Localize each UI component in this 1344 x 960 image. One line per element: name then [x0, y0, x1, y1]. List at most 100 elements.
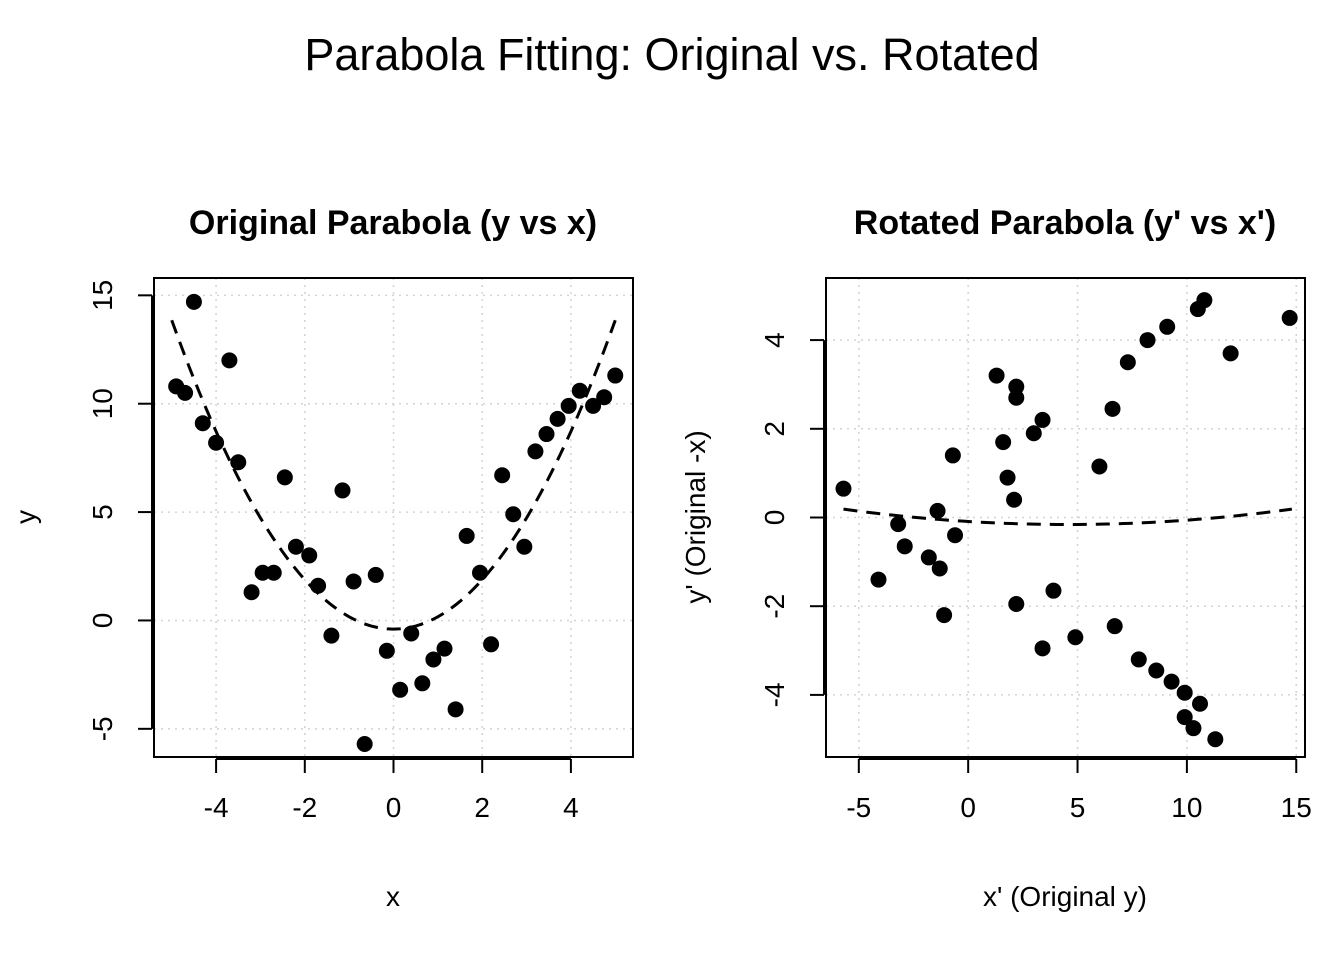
left-data-point-28 — [483, 636, 500, 653]
left-data-point-1 — [177, 384, 194, 401]
right-data-point-15 — [1091, 458, 1108, 475]
right-y-tick-label-0: -4 — [759, 682, 790, 707]
right-data-point-7 — [988, 367, 1005, 384]
left-data-point-2 — [185, 293, 202, 310]
right-data-point-13 — [995, 434, 1012, 451]
right-data-point-25 — [870, 571, 887, 588]
right-data-point-9 — [1008, 389, 1025, 406]
right-data-point-4 — [1139, 332, 1156, 349]
left-data-point-17 — [356, 735, 373, 752]
left-data-point-15 — [334, 482, 351, 499]
left-data-point-34 — [549, 410, 566, 427]
right-data-point-34 — [1163, 673, 1180, 690]
left-x-axis-label: x — [386, 881, 400, 912]
left-data-point-33 — [538, 426, 555, 443]
right-data-point-14 — [944, 447, 961, 464]
left-data-point-16 — [345, 573, 362, 590]
left-axes: -4 -2 0 2 4 -5 0 5 10 15 — [87, 280, 579, 823]
left-panel-title: Original Parabola (y vs x) — [189, 204, 597, 242]
left-y-tick-label-2: 5 — [87, 504, 118, 520]
right-data-point-20 — [890, 516, 907, 533]
right-data-point-37 — [1176, 709, 1193, 726]
left-data-point-13 — [310, 577, 327, 594]
right-y-tick-label-1: -2 — [759, 594, 790, 619]
right-data-point-17 — [835, 480, 852, 497]
left-data-point-30 — [505, 506, 522, 523]
left-data-point-9 — [265, 564, 282, 581]
right-axes: -5 0 5 10 15 -4 -2 0 2 4 — [759, 332, 1312, 823]
left-plot-frame — [153, 277, 634, 758]
right-data-point-27 — [1008, 595, 1025, 612]
left-scatter-panel: Original Parabola (y vs x) x y -4 -2 0 2 4 -5… — [10, 204, 634, 912]
left-data-point-24 — [436, 640, 453, 657]
left-x-tick-label-4: 4 — [563, 792, 579, 823]
right-data-point-10 — [1104, 400, 1121, 417]
right-data-point-32 — [1130, 651, 1147, 668]
left-data-point-3 — [194, 415, 211, 432]
right-data-point-6 — [1119, 354, 1136, 371]
right-data-point-1 — [1189, 301, 1206, 318]
left-data-point-14 — [323, 627, 340, 644]
left-data-point-11 — [287, 538, 304, 555]
right-x-tick-label-2: 5 — [1070, 792, 1086, 823]
right-data-point-16 — [999, 469, 1016, 486]
left-data-point-38 — [596, 389, 613, 406]
right-data-point-29 — [1106, 618, 1123, 635]
right-y-tick-label-3: 2 — [759, 421, 790, 437]
right-data-point-5 — [1222, 345, 1239, 362]
right-data-point-26 — [1045, 582, 1062, 599]
right-plot-frame — [825, 277, 1306, 758]
right-data-point-18 — [1006, 491, 1023, 508]
left-data-point-32 — [527, 443, 544, 460]
left-data-point-20 — [392, 681, 409, 698]
right-fit-curve-group — [843, 507, 1293, 527]
right-x-tick-label-0: -5 — [846, 792, 871, 823]
left-x-tick-label-0: -4 — [204, 792, 229, 823]
left-data-point-35 — [560, 397, 577, 414]
left-x-tick-label-3: 2 — [474, 792, 490, 823]
right-y-tick-label-2: 0 — [759, 510, 790, 526]
left-data-point-12 — [301, 547, 318, 564]
left-data-point-26 — [458, 527, 475, 544]
left-data-point-23 — [425, 651, 442, 668]
left-x-tick-label-2: 0 — [386, 792, 402, 823]
figure-title: Parabola Fitting: Original vs. Rotated — [304, 29, 1039, 80]
right-points-group — [835, 292, 1298, 748]
right-y-tick-label-4: 4 — [759, 332, 790, 348]
right-data-point-33 — [1148, 662, 1165, 679]
right-fitted-parabola-curve — [843, 507, 1293, 527]
left-data-point-5 — [221, 352, 238, 369]
right-grid — [826, 278, 1305, 757]
right-x-tick-label-3: 10 — [1171, 792, 1202, 823]
left-data-point-10 — [276, 469, 293, 486]
right-x-tick-label-1: 0 — [960, 792, 976, 823]
left-data-point-37 — [585, 397, 602, 414]
right-scatter-panel: Rotated Parabola (y' vs x') x' (Original… — [680, 204, 1312, 912]
left-data-point-19 — [378, 642, 395, 659]
left-x-tick-label-1: -2 — [292, 792, 317, 823]
right-y-axis-label: y' (Original -x) — [680, 430, 711, 603]
left-y-tick-label-4: 15 — [87, 280, 118, 311]
left-y-tick-label-1: 0 — [87, 613, 118, 629]
right-data-point-31 — [1034, 640, 1051, 657]
left-y-tick-label-3: 10 — [87, 388, 118, 419]
right-panel-title: Rotated Parabola (y' vs x') — [854, 204, 1276, 242]
left-data-point-22 — [414, 675, 431, 692]
left-fitted-parabola-curve — [170, 319, 617, 631]
right-data-point-30 — [1067, 629, 1084, 646]
right-data-point-24 — [931, 560, 948, 577]
left-fit-curve-group — [170, 319, 617, 631]
left-y-tick-label-0: -5 — [87, 716, 118, 741]
left-data-point-36 — [571, 382, 588, 399]
right-data-point-35 — [1176, 684, 1193, 701]
right-data-point-22 — [896, 538, 913, 555]
left-data-point-4 — [208, 434, 225, 451]
left-data-point-29 — [494, 467, 511, 484]
right-data-point-12 — [1025, 425, 1042, 442]
left-data-point-21 — [403, 625, 420, 642]
right-data-point-21 — [947, 527, 964, 544]
left-grid — [154, 278, 633, 757]
left-points-group — [168, 293, 624, 752]
left-y-axis-label: y — [10, 510, 41, 524]
